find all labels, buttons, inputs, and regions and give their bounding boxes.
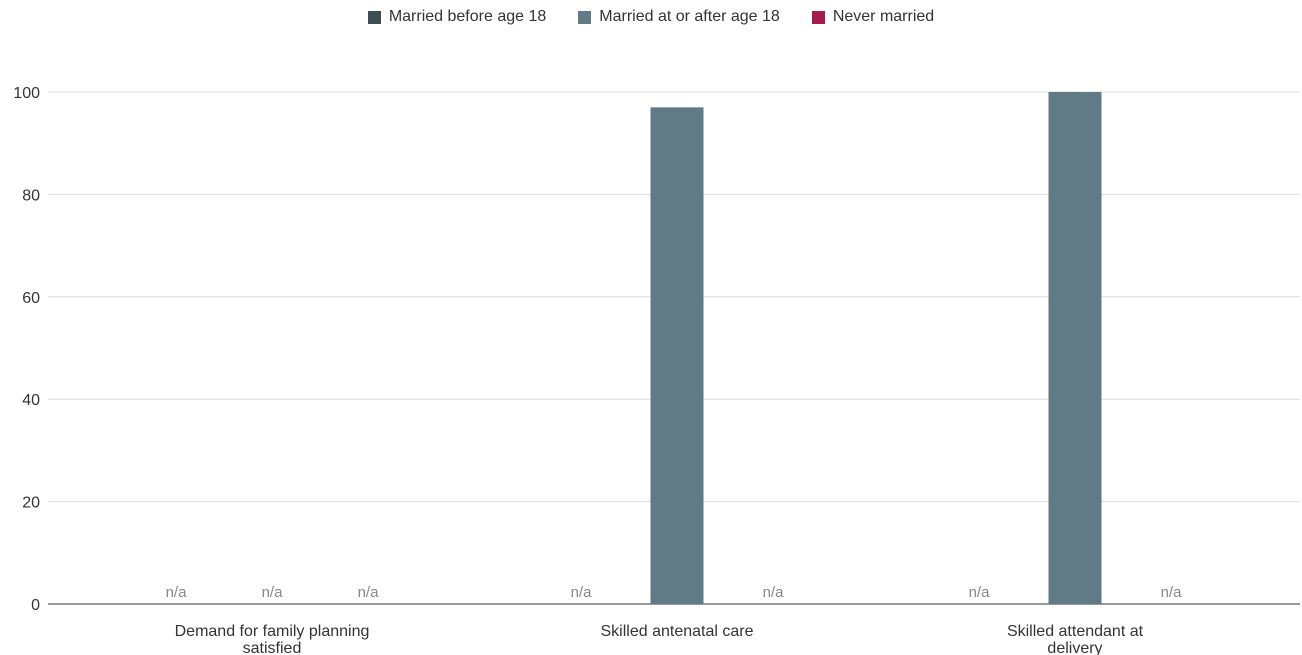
- missing-value-label: n/a: [969, 584, 991, 601]
- legend: Married before age 18 Married at or afte…: [0, 8, 1302, 26]
- legend-item-never-married[interactable]: Never married: [811, 8, 935, 26]
- bar: [1048, 92, 1102, 604]
- bar: [650, 107, 704, 605]
- legend-swatch: [811, 10, 825, 24]
- missing-value-label: n/a: [262, 584, 284, 601]
- legend-label: Married at or after age 18: [599, 8, 780, 25]
- x-tick-label: delivery: [1047, 640, 1102, 655]
- y-tick-label: 80: [22, 187, 40, 204]
- x-tick-label: Skilled antenatal care: [601, 623, 754, 640]
- y-tick-label: 20: [22, 495, 40, 512]
- missing-value-label: n/a: [358, 584, 380, 601]
- y-tick-label: 60: [22, 290, 40, 307]
- legend-item-married-after-18[interactable]: Married at or after age 18: [578, 8, 780, 26]
- legend-item-married-before-18[interactable]: Married before age 18: [367, 8, 547, 26]
- legend-label: Married before age 18: [388, 8, 547, 25]
- legend-swatch: [578, 10, 592, 24]
- x-tick-label: satisfied: [243, 640, 302, 655]
- y-tick-label: 40: [22, 392, 40, 409]
- missing-value-label: n/a: [571, 584, 593, 601]
- y-tick-label: 100: [13, 85, 40, 102]
- x-tick-label: Demand for family planning: [175, 623, 370, 640]
- legend-label: Never married: [832, 8, 935, 25]
- y-tick-label: 0: [31, 597, 40, 614]
- missing-value-label: n/a: [763, 584, 785, 601]
- legend-swatch: [367, 10, 381, 24]
- x-tick-label: Skilled attendant at: [1007, 623, 1144, 640]
- missing-value-label: n/a: [166, 584, 188, 601]
- missing-value-label: n/a: [1161, 584, 1183, 601]
